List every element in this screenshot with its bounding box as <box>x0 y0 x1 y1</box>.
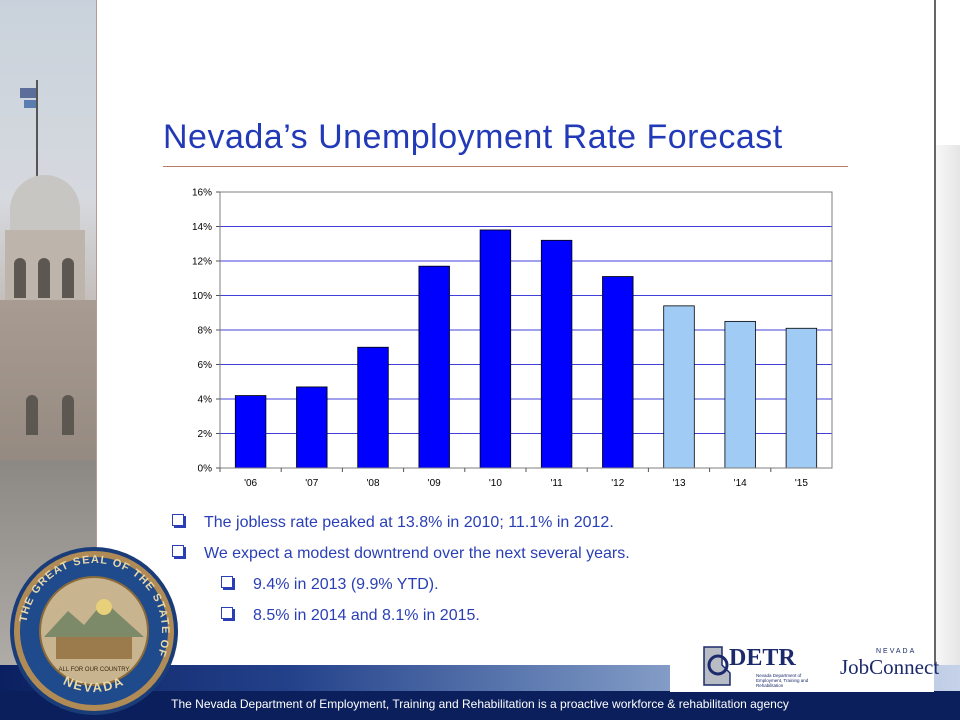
y-tick-label: 14% <box>192 222 212 233</box>
bar <box>602 276 634 469</box>
bar <box>296 386 328 469</box>
window <box>26 395 38 435</box>
nevada-state-seal: THE GREAT SEAL OF THE STATE OF NEVADA AL… <box>10 547 178 715</box>
footer-text: The Nevada Department of Employment, Tra… <box>171 697 789 711</box>
bar <box>785 327 818 469</box>
sub-bullet-item: 8.5% in 2014 and 8.1% in 2015. <box>221 607 480 625</box>
sub-bullet-item: 9.4% in 2013 (9.9% YTD). <box>221 576 439 594</box>
right-edge <box>934 0 960 665</box>
title-rule <box>163 166 848 167</box>
jobconnect-nevada: NEVADA <box>876 648 917 655</box>
capitol-dome <box>10 175 80 235</box>
bar <box>724 320 756 469</box>
bar <box>479 229 512 469</box>
x-tick-label: '14 <box>734 478 747 489</box>
bars <box>234 229 818 469</box>
o-ring-icon <box>707 654 729 676</box>
bullet-box-icon <box>221 607 233 619</box>
x-tick-label: '15 <box>795 478 808 489</box>
seal-foreground <box>56 637 132 659</box>
window <box>62 395 74 435</box>
seal-sun <box>96 599 112 615</box>
x-tick-label: '06 <box>244 478 257 489</box>
x-tick-label: '09 <box>428 478 441 489</box>
bar <box>234 395 267 469</box>
detr-logo <box>703 646 731 686</box>
x-tick-label: '07 <box>305 478 318 489</box>
x-tick-label: '11 <box>550 478 563 489</box>
seal-mountains <box>44 601 144 637</box>
y-tick-label: 6% <box>198 360 213 371</box>
jobconnect-wordmark: JobConnect <box>840 655 940 679</box>
window <box>14 258 26 298</box>
bullet-box-icon <box>172 545 184 557</box>
detr-subtitle: Nevada Department of Employment, Trainin… <box>756 673 809 688</box>
bullet-box-icon <box>172 514 184 526</box>
y-tick-label: 12% <box>192 257 212 268</box>
x-tick-label: '12 <box>611 478 624 489</box>
slide-title: Nevada’s Unemployment Rate Forecast <box>163 118 783 156</box>
y-tick-labels: 0% 2% 4% 6% 8% 10% 12% 14% 16% <box>192 188 220 475</box>
y-tick-label: 2% <box>198 429 213 440</box>
y-tick-label: 10% <box>192 291 212 302</box>
bullet-item: We expect a modest downtrend over the ne… <box>172 545 630 563</box>
flag <box>20 88 36 98</box>
x-tick-labels: '06 '07 '08 '09 '10 '11 '12 '13 '14 '15 <box>219 468 808 489</box>
bar <box>663 305 695 469</box>
nevada-shape-icon <box>703 646 731 686</box>
bar <box>357 346 389 469</box>
bullet-box-icon <box>221 576 233 588</box>
y-tick-label: 16% <box>192 188 212 199</box>
x-tick-label: '08 <box>366 478 379 489</box>
flag <box>24 100 36 108</box>
y-tick-label: 8% <box>198 326 213 337</box>
x-tick-label: '13 <box>672 478 685 489</box>
y-tick-label: 4% <box>198 395 213 406</box>
bar <box>540 239 573 469</box>
flagpole <box>36 80 38 180</box>
seal-bottom-text: NEVADA <box>61 673 127 695</box>
bar <box>418 265 450 469</box>
y-tick-label: 0% <box>198 464 213 475</box>
window <box>38 258 50 298</box>
bullet-item: The jobless rate peaked at 13.8% in 2010… <box>172 514 614 532</box>
detr-wordmark: DETR <box>729 645 796 671</box>
window <box>62 258 74 298</box>
unemployment-chart: 0% 2% 4% 6% 8% 10% 12% 14% 16% '06 '07 '08 '09 '10 '1… <box>180 178 848 500</box>
x-tick-label: '10 <box>489 478 502 489</box>
seal-motto: ALL FOR OUR COUNTRY <box>58 667 129 673</box>
